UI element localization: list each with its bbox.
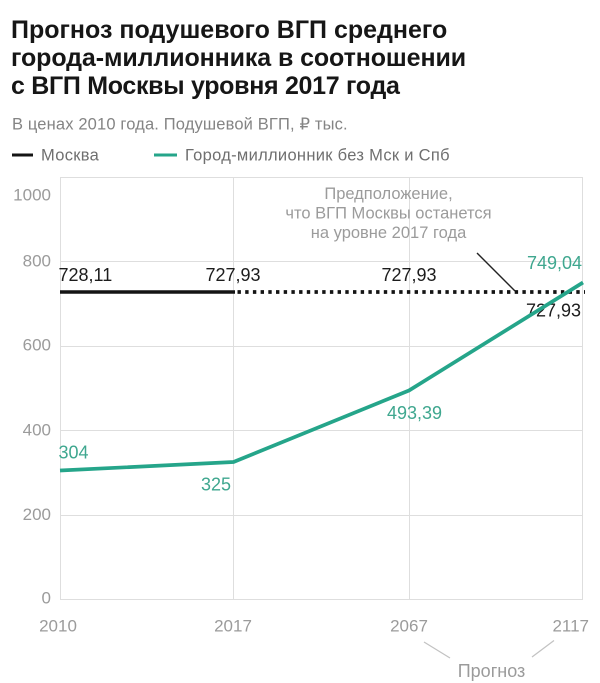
svg-text:Прогноз подушевого ВГП среднег: Прогноз подушевого ВГП среднего: [11, 16, 447, 44]
svg-text:727,93: 727,93: [205, 265, 260, 285]
svg-text:304: 304: [59, 443, 89, 463]
svg-text:что ВГП Москвы останется: что ВГП Москвы останется: [285, 205, 491, 223]
svg-text:2067: 2067: [390, 617, 428, 636]
svg-text:727,93: 727,93: [381, 265, 436, 285]
svg-text:728,11: 728,11: [59, 265, 113, 285]
svg-text:1000: 1000: [13, 186, 51, 205]
svg-text:200: 200: [23, 505, 51, 524]
svg-text:В ценах 2010 года. Подушевой В: В ценах 2010 года. Подушевой ВГП, ₽ тыс.: [12, 116, 348, 134]
svg-text:Город-миллионник без Мск и Спб: Город-миллионник без Мск и Спб: [185, 147, 450, 165]
svg-text:400: 400: [23, 421, 51, 440]
svg-text:0: 0: [42, 589, 51, 608]
svg-text:749,04: 749,04: [527, 253, 582, 273]
svg-text:на уровне 2017 года: на уровне 2017 года: [311, 224, 467, 242]
svg-text:Прогноз: Прогноз: [458, 661, 526, 681]
svg-text:600: 600: [23, 336, 51, 355]
svg-text:727,93: 727,93: [526, 301, 581, 321]
svg-text:493,39: 493,39: [387, 403, 442, 423]
svg-text:города-миллионника в соотношен: города-миллионника в соотношении: [11, 44, 466, 72]
svg-text:2117: 2117: [552, 617, 589, 636]
svg-text:2017: 2017: [214, 617, 252, 636]
svg-text:325: 325: [201, 475, 231, 495]
svg-text:800: 800: [23, 252, 51, 271]
svg-text:2010: 2010: [39, 617, 77, 636]
svg-text:Москва: Москва: [41, 147, 100, 165]
svg-text:Предположение,: Предположение,: [324, 185, 452, 203]
svg-text:с ВГП Москвы уровня 2017 года: с ВГП Москвы уровня 2017 года: [11, 72, 401, 100]
